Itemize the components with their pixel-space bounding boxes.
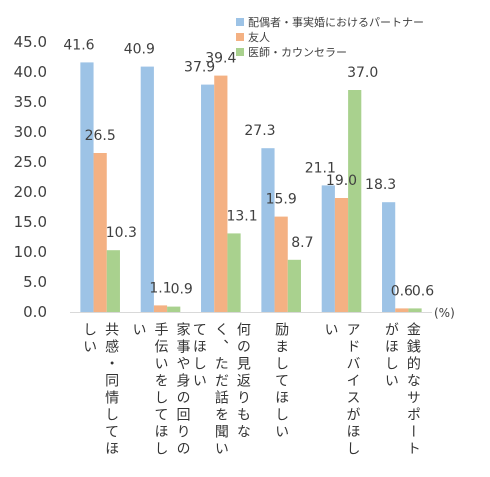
data-label: 18.3 (365, 177, 396, 193)
category-label: 家事や身の回りの 手伝いをしてほしい (128, 322, 194, 458)
bar (80, 62, 94, 313)
category-label-line: てほしい (190, 322, 207, 390)
legend-label: 友人 (248, 30, 270, 44)
data-label: 8.7 (291, 235, 313, 251)
bar (334, 198, 349, 312)
data-label: 37.0 (347, 65, 378, 81)
y-tick-label: 45.0 (14, 33, 47, 51)
category-label: 共感・同情してほ しい (78, 322, 122, 458)
category-label-line: 家事や身の回りの (174, 322, 191, 458)
data-label: 15.9 (266, 192, 297, 208)
bar (274, 216, 288, 312)
data-label: 21.1 (305, 160, 336, 176)
category-label: 何の見返りもな く、ただ話を聞い てほしい (188, 322, 254, 458)
data-label: 26.5 (85, 128, 116, 144)
category-label: アドバイスがほしい (320, 322, 364, 458)
bar (214, 75, 228, 312)
legend-swatch (236, 33, 244, 41)
bar (395, 308, 409, 312)
bar (106, 250, 120, 312)
bar (140, 66, 154, 312)
y-tick-label: 20.0 (14, 183, 47, 201)
category-label-line: 励ましてほしい (273, 322, 290, 441)
data-labels: 41.6 40.9 37.9 27.3 21.1 18.3 26.5 1.1 39.4 15.9 1… (63, 37, 434, 299)
bar (408, 308, 422, 312)
data-label: 40.9 (124, 42, 155, 58)
bar (93, 153, 107, 312)
y-axis-ticks: 0.0 5.0 10.0 15.0 20.0 25.0 30.0 35.0 40.0 45.0 (14, 33, 47, 321)
bars (80, 62, 422, 313)
data-label: 19.0 (326, 173, 357, 189)
legend-swatch (236, 18, 244, 26)
category-label-line: 何の見返りもな (234, 322, 251, 441)
legend-swatch (236, 48, 244, 56)
y-tick-label: 35.0 (14, 93, 47, 111)
data-label: 37.9 (184, 60, 215, 76)
y-tick-label: 10.0 (14, 243, 47, 261)
category-label-line: い (322, 322, 339, 339)
category-label: 金銭的なサポート がほしい (380, 322, 424, 458)
bar (153, 305, 168, 312)
data-label: 0.6 (412, 283, 434, 299)
y-tick-label: 40.0 (14, 63, 47, 81)
data-label: 27.3 (244, 123, 275, 139)
category-label-line: 手伝いをしてほし (152, 322, 169, 458)
data-label: 1.1 (149, 280, 171, 296)
category-label-line: 共感・同情してほ (103, 322, 120, 458)
data-label: 13.1 (226, 208, 257, 224)
bar (348, 90, 362, 312)
unit-label: (%) (434, 306, 455, 320)
legend-label: 医師・カウンセラー (248, 46, 347, 59)
bar (382, 202, 396, 312)
category-label-line: い (130, 322, 147, 339)
bar (201, 84, 215, 312)
bar (227, 233, 241, 312)
category-label-line: アドバイスがほし (344, 322, 361, 458)
bar (261, 148, 275, 312)
category-label: 励ましてほしい (270, 322, 292, 441)
bar (321, 185, 335, 312)
y-tick-label: 25.0 (14, 153, 47, 171)
legend-label: 配偶者・事実婚におけるパートナー (248, 15, 424, 29)
data-label: 0.9 (171, 282, 193, 298)
data-label: 10.3 (106, 225, 137, 241)
data-label: 39.4 (205, 51, 236, 67)
y-tick-label: 15.0 (14, 213, 47, 231)
bar (167, 306, 181, 312)
category-label-line: く、ただ話を聞い (212, 322, 229, 458)
data-label: 41.6 (63, 37, 94, 53)
category-label-line: 金銭的なサポート (404, 322, 421, 458)
data-label: 0.6 (391, 283, 413, 299)
category-label-line: がほしい (382, 322, 399, 390)
y-tick-label: 0.0 (23, 303, 47, 321)
y-tick-label: 30.0 (14, 123, 47, 141)
category-label-line: しい (81, 322, 98, 356)
bar (287, 259, 301, 312)
y-tick-label: 5.0 (23, 273, 47, 291)
